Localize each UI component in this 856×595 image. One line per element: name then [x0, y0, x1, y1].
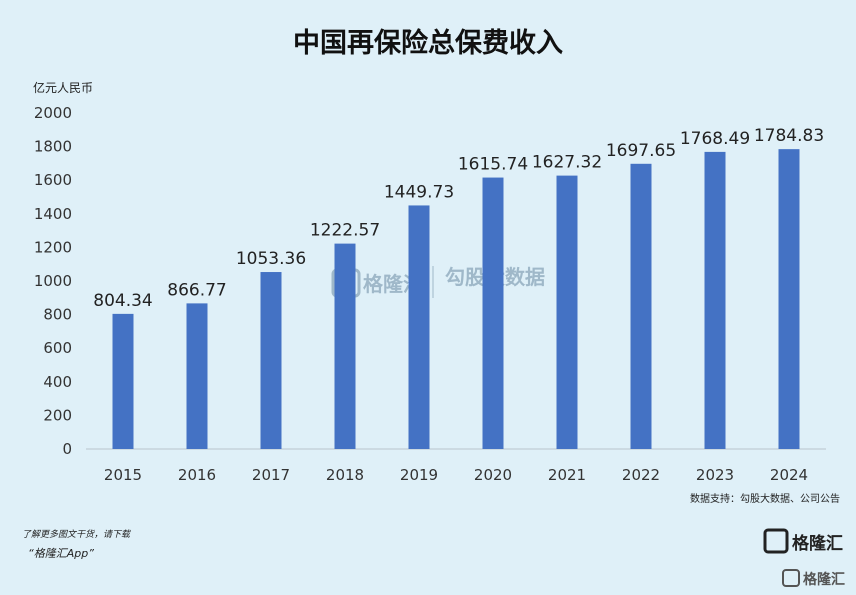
y-tick-label: 1000	[34, 272, 72, 290]
y-tick-label: 2000	[34, 104, 72, 122]
footer-line1: 了解更多图文干货，请下载	[22, 529, 131, 540]
y-axis-ticks: 0 200 400 600 800 1000 1200 1400 1600 1800 2000	[34, 104, 72, 458]
y-tick-label: 1800	[34, 138, 72, 156]
watermark: 格隆汇 勾股大数据	[331, 265, 545, 298]
bar-2021	[556, 175, 578, 450]
source-note: 数据支持：勾股大数据、公司公告	[690, 492, 840, 505]
bars	[112, 149, 800, 450]
x-tick-label-2019: 2019	[400, 466, 438, 484]
x-tick-label-2015: 2015	[104, 466, 142, 484]
bar-2015	[112, 313, 134, 449]
x-axis-ticks: 2015 2016 2017 2018 2019 2020 2021 2022 2023 2024	[104, 466, 808, 484]
y-tick-label: 200	[43, 406, 72, 424]
data-label-2017: 1053.36	[236, 249, 306, 269]
corner-brand: 格隆汇	[782, 569, 845, 588]
x-tick-label-2020: 2020	[474, 466, 512, 484]
data-label-2016: 866.77	[167, 280, 226, 300]
data-label-2015: 804.34	[93, 291, 152, 311]
x-tick-label-2023: 2023	[696, 466, 734, 484]
x-tick-label-2016: 2016	[178, 466, 216, 484]
data-labels: 804.34 866.77 1053.361222.571449.731615.74…	[93, 126, 824, 311]
y-tick-label: 800	[43, 306, 72, 324]
data-label-2018: 1222.57	[310, 221, 380, 241]
footer-line2: “格隆汇App”	[28, 547, 94, 560]
y-tick-label: 1600	[34, 171, 72, 189]
corner-brand-text: 格隆汇	[803, 571, 845, 588]
data-label-2023: 1768.49	[680, 129, 750, 149]
data-label-2024: 1784.83	[754, 126, 824, 146]
x-tick-label-2022: 2022	[622, 466, 660, 484]
bar-2023	[704, 151, 726, 449]
brand-logo-text: 格隆汇	[792, 533, 843, 554]
bar-2024	[778, 149, 800, 449]
x-tick-label-2024: 2024	[770, 466, 808, 484]
data-label-2020: 1615.74	[458, 155, 528, 175]
corner-brand-icon	[782, 569, 800, 587]
bar-2016	[186, 303, 208, 449]
data-label-2021: 1627.32	[532, 153, 602, 173]
bar-2018	[334, 243, 356, 449]
data-label-2022: 1697.65	[606, 141, 676, 161]
brand-logo: 格隆汇	[763, 528, 843, 554]
brand-logo-icon	[763, 528, 789, 554]
y-tick-label: 0	[62, 440, 72, 458]
bar-2020	[482, 177, 504, 450]
chart-title: 中国再保险总保费收入	[293, 27, 563, 59]
x-tick-label-2021: 2021	[548, 466, 586, 484]
y-axis-unit-label: 亿元人民币	[33, 80, 93, 95]
y-tick-label: 1400	[34, 205, 72, 223]
data-label-2019: 1449.73	[384, 182, 454, 202]
x-tick-label-2017: 2017	[252, 466, 290, 484]
y-tick-label: 400	[43, 373, 72, 391]
bar-2017	[260, 272, 282, 449]
bar-2019	[408, 205, 430, 449]
y-tick-label: 600	[43, 339, 72, 357]
bar-2022	[630, 163, 652, 449]
x-tick-label-2018: 2018	[326, 466, 364, 484]
y-tick-label: 1200	[34, 238, 72, 256]
